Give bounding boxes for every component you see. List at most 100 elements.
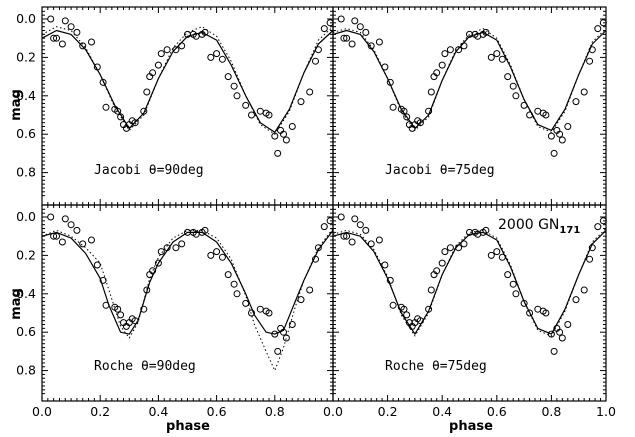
data-point — [438, 61, 446, 69]
data-point — [233, 92, 241, 100]
data-point — [343, 34, 351, 42]
data-point — [201, 226, 209, 234]
object-title-main: 2000 GN — [498, 217, 559, 233]
data-point — [306, 286, 314, 294]
data-point — [73, 226, 81, 234]
data-point — [416, 119, 424, 127]
data-point — [400, 107, 408, 115]
data-point — [367, 240, 375, 248]
data-point — [340, 34, 348, 42]
y-tick-label: 0.2 — [16, 247, 36, 262]
data-point — [265, 111, 273, 119]
data-point — [487, 251, 495, 259]
data-point — [416, 317, 424, 325]
data-point — [314, 244, 322, 252]
data-point — [256, 305, 264, 313]
data-point — [381, 261, 389, 269]
data-point — [455, 46, 463, 54]
data-point — [102, 103, 110, 111]
data-point — [50, 232, 58, 240]
data-point — [446, 244, 454, 252]
data-point — [427, 88, 435, 96]
data-point — [114, 305, 122, 313]
data-point — [509, 82, 517, 90]
x-tick-label: 0.8 — [541, 404, 561, 419]
y-tick-label: 0.8 — [16, 363, 36, 378]
data-point — [230, 82, 238, 90]
data-point — [73, 28, 81, 36]
data-point — [117, 113, 125, 121]
data-point — [218, 253, 226, 261]
data-point — [558, 136, 566, 144]
data-point — [389, 301, 397, 309]
data-point — [526, 309, 534, 317]
data-point — [131, 119, 139, 127]
data-point — [455, 244, 463, 252]
x-tick-label: 0.0 — [32, 404, 52, 419]
data-point — [233, 290, 241, 298]
x-tick-label: 0.4 — [432, 404, 452, 419]
data-point — [274, 149, 282, 157]
data-point — [580, 286, 588, 294]
data-point — [201, 28, 209, 36]
data-point — [163, 46, 171, 54]
data-point — [512, 92, 520, 100]
data-point — [178, 42, 186, 50]
data-point — [282, 334, 290, 342]
data-point — [512, 290, 520, 298]
data-point — [588, 244, 596, 252]
data-point — [599, 217, 607, 225]
data-point — [280, 328, 287, 336]
data-point — [362, 28, 370, 36]
model-curve-solid — [41, 230, 334, 335]
data-point — [143, 286, 151, 294]
x-tick-label: 0.0 — [323, 404, 343, 419]
x-tick-label: 0.8 — [265, 404, 285, 419]
data-point — [460, 240, 468, 248]
y-tick-label: 0.0 — [16, 11, 36, 26]
model-curve-dotted — [41, 228, 334, 372]
data-point — [351, 17, 359, 25]
data-point — [93, 261, 101, 269]
data-point — [140, 305, 148, 313]
data-point — [375, 38, 383, 46]
data-point — [88, 236, 95, 244]
data-point — [441, 248, 449, 256]
data-point — [224, 271, 232, 279]
data-point — [438, 259, 446, 267]
data-point — [280, 130, 287, 138]
data-point — [61, 17, 69, 25]
data-point — [425, 107, 433, 115]
data-point — [460, 42, 468, 50]
data-point — [230, 280, 238, 288]
data-point — [556, 328, 564, 336]
x-tick-label: 0.4 — [148, 404, 168, 419]
data-point — [504, 73, 512, 81]
data-point — [47, 213, 55, 221]
data-point — [446, 46, 454, 54]
data-point — [149, 267, 157, 275]
data-point — [425, 305, 433, 313]
data-point — [79, 240, 87, 248]
data-point — [493, 248, 501, 256]
model-curve-solid — [332, 229, 607, 335]
panel-annotation: Jacobi θ=90deg — [94, 163, 204, 178]
y-tick-label: 0.6 — [16, 126, 36, 141]
x-tick-label: 0.6 — [487, 404, 507, 419]
data-point — [381, 63, 389, 71]
panel-bottom-right: 0.2 0.4 0.6 0.8 1.0 Roche θ=75deg — [332, 204, 616, 419]
model-curve-solid — [332, 29, 607, 131]
data-point — [547, 132, 555, 140]
data-point — [282, 136, 290, 144]
data-point — [386, 276, 394, 284]
data-point — [564, 123, 572, 130]
data-point — [288, 123, 296, 130]
data-point — [271, 132, 279, 140]
y-tick-label: 0.0 — [16, 209, 36, 224]
data-point — [433, 267, 441, 275]
data-point — [348, 238, 356, 246]
panel-bottom-left: 0.0 0.2 0.4 0.6 0.8 0.0 0.2 0.4 0.6 0.8 0.0 Roche θ… — [16, 204, 343, 419]
data-point — [67, 23, 75, 31]
data-point — [288, 321, 296, 328]
